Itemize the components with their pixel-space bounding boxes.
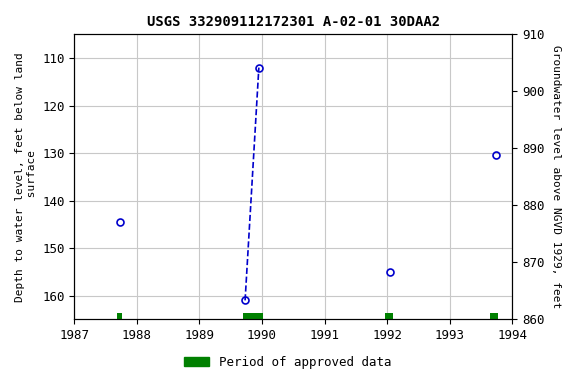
Bar (117, 313, 122, 319)
Legend: Period of approved data: Period of approved data (179, 351, 397, 374)
Y-axis label: Groundwater level above NGVD 1929, feet: Groundwater level above NGVD 1929, feet (551, 45, 561, 308)
Bar (385, 313, 393, 319)
Bar (243, 313, 263, 319)
Bar (490, 313, 498, 319)
Y-axis label: Depth to water level, feet below land
 surface: Depth to water level, feet below land su… (15, 52, 37, 302)
Title: USGS 332909112172301 A-02-01 30DAA2: USGS 332909112172301 A-02-01 30DAA2 (147, 15, 440, 29)
